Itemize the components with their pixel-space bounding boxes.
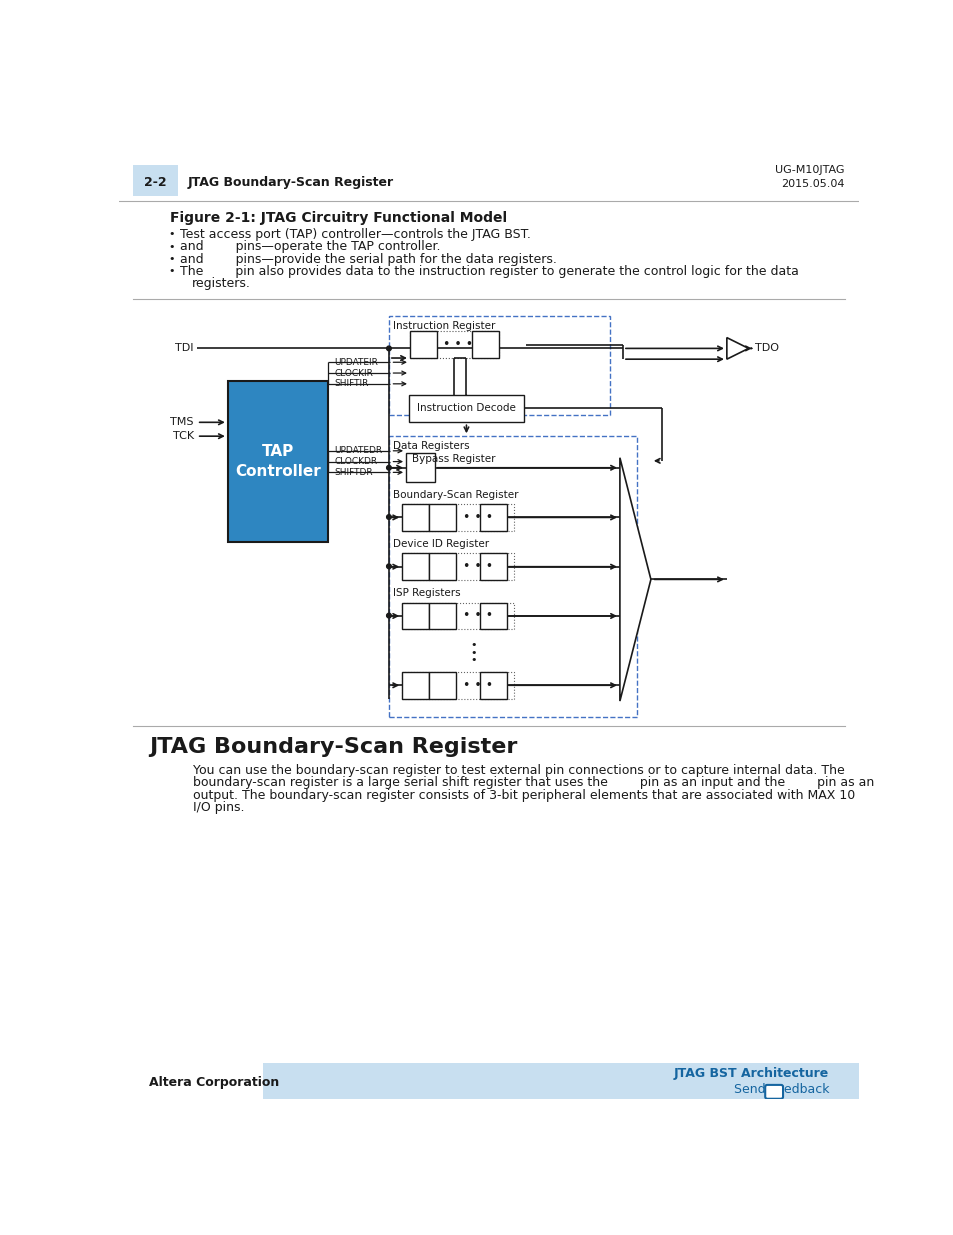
Text: and        pins—provide the serial path for the data registers.: and pins—provide the serial path for the… [179, 253, 556, 266]
Text: Figure 2-1: JTAG Circuitry Functional Model: Figure 2-1: JTAG Circuitry Functional Mo… [170, 210, 506, 225]
Text: Test access port (TAP) controller—controls the JTAG BST.: Test access port (TAP) controller—contro… [179, 228, 530, 241]
Circle shape [386, 614, 391, 618]
Text: • • •: • • • [462, 561, 492, 573]
Text: • • •: • • • [462, 511, 492, 524]
Bar [402, 603, 429, 630]
Bar [228, 380, 328, 542]
Text: JTAG Boundary-Scan Register: JTAG Boundary-Scan Register [187, 175, 394, 189]
Text: Send Feedback: Send Feedback [733, 1083, 828, 1095]
Text: ISP Registers: ISP Registers [393, 588, 460, 598]
Text: boundary-scan register is a large serial shift register that uses the        pin: boundary-scan register is a large serial… [193, 776, 873, 789]
Text: TDI: TDI [175, 343, 193, 353]
Text: You can use the boundary-scan register to test external pin connections or to ca: You can use the boundary-scan register t… [193, 764, 843, 777]
Bar [409, 395, 523, 422]
Text: UPDATEIR: UPDATEIR [335, 358, 378, 367]
Text: JTAG Boundary-Scan Register: JTAG Boundary-Scan Register [149, 737, 517, 757]
Text: •: • [169, 267, 175, 277]
Text: •: • [470, 640, 476, 650]
Bar [389, 436, 637, 718]
Bar [479, 553, 506, 580]
Text: CLOCKDR: CLOCKDR [335, 457, 377, 466]
Text: •: • [169, 254, 175, 264]
Text: Instruction Register: Instruction Register [393, 321, 495, 331]
Text: TAP
Controller: TAP Controller [235, 445, 320, 479]
Bar [429, 504, 456, 531]
Text: UG-M10JTAG: UG-M10JTAG [775, 164, 843, 175]
Text: SHIFTIR: SHIFTIR [335, 379, 369, 388]
Bar [479, 603, 506, 630]
Text: Data Registers: Data Registers [393, 441, 469, 451]
Text: Boundary-Scan Register: Boundary-Scan Register [393, 490, 517, 500]
Bar [479, 504, 506, 531]
Circle shape [386, 466, 391, 471]
Text: • • •: • • • [462, 610, 492, 622]
Text: TMS: TMS [170, 417, 193, 427]
Text: CLOCKIR: CLOCKIR [335, 368, 374, 378]
Bar [429, 553, 456, 580]
Bar [402, 504, 514, 531]
Bar [410, 331, 498, 358]
Circle shape [386, 346, 391, 351]
Bar [133, 165, 178, 196]
Text: TDO: TDO [754, 343, 778, 353]
Text: •: • [169, 230, 175, 240]
Bar [429, 603, 456, 630]
Bar [410, 331, 436, 358]
Text: Instruction Decode: Instruction Decode [416, 404, 516, 414]
Polygon shape [619, 458, 650, 701]
Text: • • •: • • • [443, 338, 473, 352]
Text: registers.: registers. [192, 277, 251, 290]
Text: Device ID Register: Device ID Register [393, 538, 489, 550]
Bar [402, 672, 429, 699]
Bar [479, 672, 506, 699]
Text: UPDATEDR: UPDATEDR [335, 446, 382, 456]
Text: 2015.05.04: 2015.05.04 [781, 179, 843, 189]
FancyBboxPatch shape [764, 1084, 782, 1099]
Text: I/O pins.: I/O pins. [193, 800, 244, 814]
Text: SHIFTDR: SHIFTDR [335, 468, 373, 477]
Polygon shape [726, 337, 748, 359]
Bar [389, 316, 609, 415]
Text: The        pin also provides data to the instruction register to generate the co: The pin also provides data to the instru… [179, 264, 798, 278]
Text: Bypass Register: Bypass Register [412, 454, 496, 464]
Bar [402, 603, 514, 630]
Bar [262, 1063, 858, 1099]
Bar [402, 553, 514, 580]
Text: •: • [470, 647, 476, 657]
Bar [402, 672, 514, 699]
Text: TCK: TCK [172, 431, 193, 441]
Bar [429, 672, 456, 699]
Text: • • •: • • • [462, 679, 492, 692]
Text: JTAG BST Architecture: JTAG BST Architecture [673, 1067, 828, 1081]
Text: and        pins—operate the TAP controller.: and pins—operate the TAP controller. [179, 241, 439, 253]
Circle shape [386, 515, 391, 520]
Text: •: • [470, 656, 476, 666]
Text: 2-2: 2-2 [144, 175, 167, 189]
Bar [402, 504, 429, 531]
Circle shape [386, 564, 391, 568]
Text: output. The boundary-scan register consists of 3-bit peripheral elements that ar: output. The boundary-scan register consi… [193, 788, 854, 802]
Text: •: • [169, 242, 175, 252]
Bar [472, 331, 498, 358]
Text: Altera Corporation: Altera Corporation [149, 1076, 278, 1089]
Bar [406, 453, 435, 483]
Bar [402, 553, 429, 580]
